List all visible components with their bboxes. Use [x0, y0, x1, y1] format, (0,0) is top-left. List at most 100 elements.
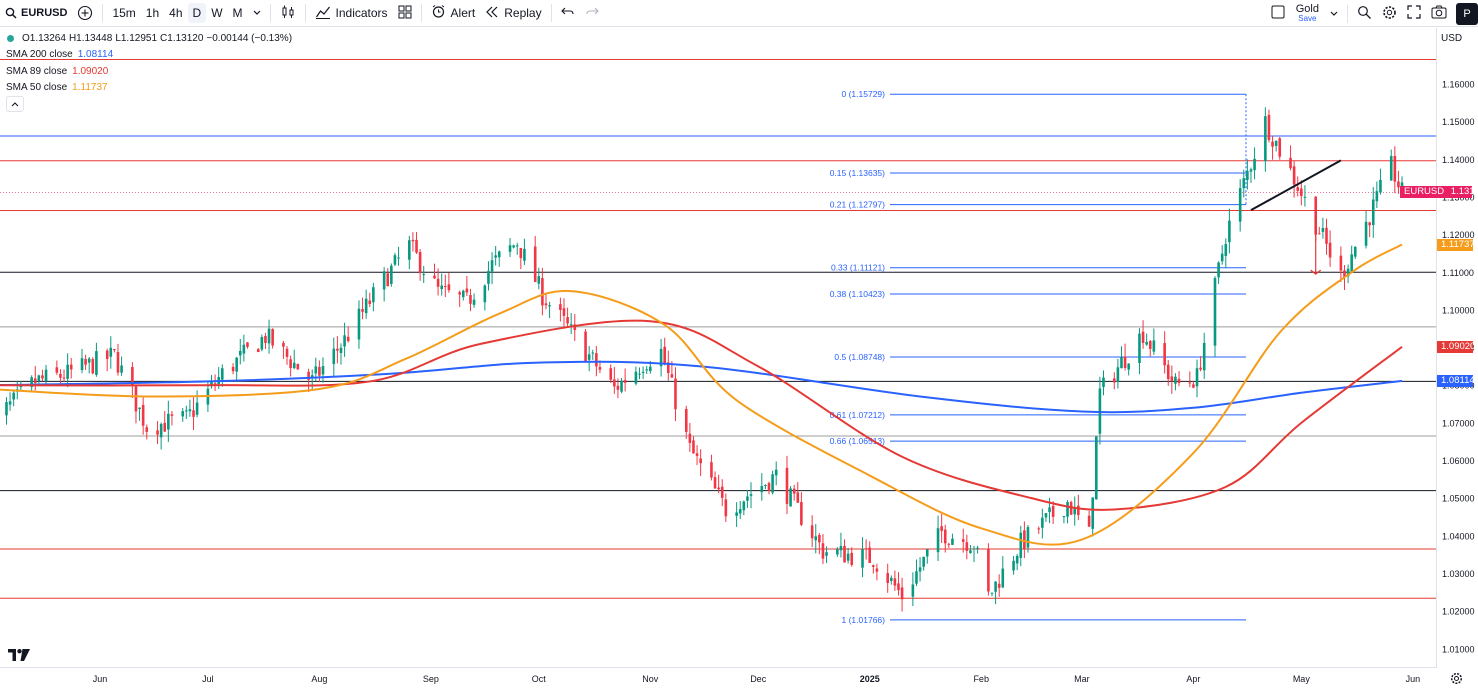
timeframe-label: 1h: [145, 6, 160, 20]
candle-down: [792, 488, 796, 494]
candle-up: [1249, 169, 1253, 172]
trendline: [1250, 159, 1342, 212]
snapshot-button[interactable]: [1426, 0, 1452, 27]
sma89-price-tag: 1.09020: [1437, 340, 1475, 353]
candle-down: [670, 374, 674, 378]
candle-down: [692, 440, 695, 454]
candlestick-icon: [280, 4, 296, 23]
settings-button[interactable]: [1377, 0, 1402, 27]
price-tick-label: 1.02000: [1442, 607, 1475, 617]
avatar[interactable]: P: [1456, 2, 1478, 25]
candle-up: [846, 553, 850, 561]
undo-icon: [560, 6, 575, 21]
candle-up: [235, 357, 238, 372]
price-tick-label: 1.01000: [1442, 644, 1475, 654]
time-tick-label: Sep: [423, 674, 439, 684]
chart-legend: O1.13264 H1.13448 L1.12951 C1.13120 −0.0…: [0, 30, 295, 113]
candle-down: [1318, 233, 1321, 235]
candle-down: [256, 349, 260, 353]
timeframe-15m[interactable]: 15m: [107, 0, 140, 27]
candle-up: [490, 260, 494, 272]
layout-dropdown[interactable]: [1325, 0, 1343, 27]
indicators-button[interactable]: Indicators: [310, 0, 393, 27]
candle-up: [120, 365, 123, 373]
candle-down: [598, 367, 602, 370]
candle-down: [55, 367, 59, 373]
layout-select-button[interactable]: [1266, 0, 1290, 27]
candle-down: [271, 329, 274, 346]
chart-type-button[interactable]: [275, 0, 301, 27]
horizontal-lines-layer: [0, 59, 1436, 599]
timeframe-w[interactable]: W: [206, 0, 227, 27]
candle-up: [649, 366, 652, 372]
currency-selector[interactable]: USD: [1441, 33, 1473, 44]
grid-icon: [398, 5, 412, 22]
candle-down: [724, 499, 728, 517]
tradingview-logo-icon[interactable]: [8, 648, 30, 665]
price-tick-label: 1.05000: [1442, 494, 1475, 504]
sma89-value: 1.09020: [72, 65, 109, 77]
candle-up: [167, 413, 170, 430]
legend-sma200[interactable]: SMA 200 close 1.08114: [0, 47, 295, 64]
legend-collapse-row: [0, 96, 295, 113]
candle-down: [541, 278, 544, 306]
time-tick-label: May: [1293, 674, 1311, 684]
candle-down: [346, 336, 350, 342]
candle-down: [289, 359, 292, 369]
timeframe-4h[interactable]: 4h: [164, 0, 187, 27]
ohlc-open: O1.13264: [22, 32, 66, 44]
candle-up: [343, 335, 346, 347]
timeframe-m[interactable]: M: [228, 0, 248, 27]
candle-down: [170, 414, 174, 416]
candle-up: [634, 371, 638, 384]
candle-down: [562, 308, 566, 316]
layout-name[interactable]: Gold Save: [1290, 3, 1325, 24]
time-tick-label: Oct: [532, 674, 547, 684]
timeframe-label: D: [192, 6, 202, 20]
alert-button[interactable]: Alert: [426, 0, 481, 27]
fullscreen-button[interactable]: [1402, 0, 1426, 27]
price-chart[interactable]: 0 (1.15729) 0.15 (1.13635) 0.21 (1.12797) 0…: [0, 28, 1478, 690]
candle-down: [163, 422, 167, 432]
compare-button[interactable]: [72, 0, 98, 27]
chevron-down-icon: [253, 7, 261, 19]
candle-down: [663, 346, 666, 364]
candle-down: [544, 303, 548, 306]
time-tick-label: Mar: [1074, 674, 1090, 684]
candle-down: [595, 353, 598, 367]
candle-up: [972, 548, 976, 550]
redo-button[interactable]: [580, 0, 604, 27]
symbol-search[interactable]: EURUSD: [0, 0, 72, 27]
candle-up: [1044, 513, 1048, 518]
candle-up: [483, 285, 487, 303]
candle-down: [1123, 356, 1127, 368]
candle-down: [131, 367, 134, 387]
candle-down: [436, 278, 440, 287]
candle-down: [145, 427, 149, 432]
timezone-settings-icon[interactable]: [1450, 672, 1463, 688]
candle-up: [1091, 497, 1095, 529]
undo-button[interactable]: [556, 0, 580, 27]
candle-up: [66, 364, 69, 379]
candle-down: [84, 359, 87, 365]
fib-level-label: 0.21 (1.12797): [830, 200, 885, 210]
timeframe-d[interactable]: D: [187, 3, 207, 23]
candle-up: [332, 348, 336, 364]
candle-up: [1073, 507, 1077, 515]
timeframe-dropdown[interactable]: [248, 0, 266, 27]
legend-collapse-button[interactable]: [6, 96, 24, 113]
timeframe-1h[interactable]: 1h: [141, 0, 164, 27]
candle-down: [872, 565, 875, 567]
quick-search-button[interactable]: [1352, 0, 1377, 27]
replay-button[interactable]: Replay: [480, 0, 546, 27]
legend-sma50[interactable]: SMA 50 close 1.11737: [0, 80, 295, 97]
candle-up: [771, 474, 774, 493]
candle-down: [105, 350, 109, 359]
legend-sma89[interactable]: SMA 89 close 1.09020: [0, 63, 295, 80]
candle-up: [1389, 156, 1393, 181]
candle-down: [415, 239, 418, 253]
candle-down: [285, 348, 289, 357]
templates-button[interactable]: [393, 0, 417, 27]
candle-down: [810, 525, 814, 539]
divider: [304, 4, 306, 22]
